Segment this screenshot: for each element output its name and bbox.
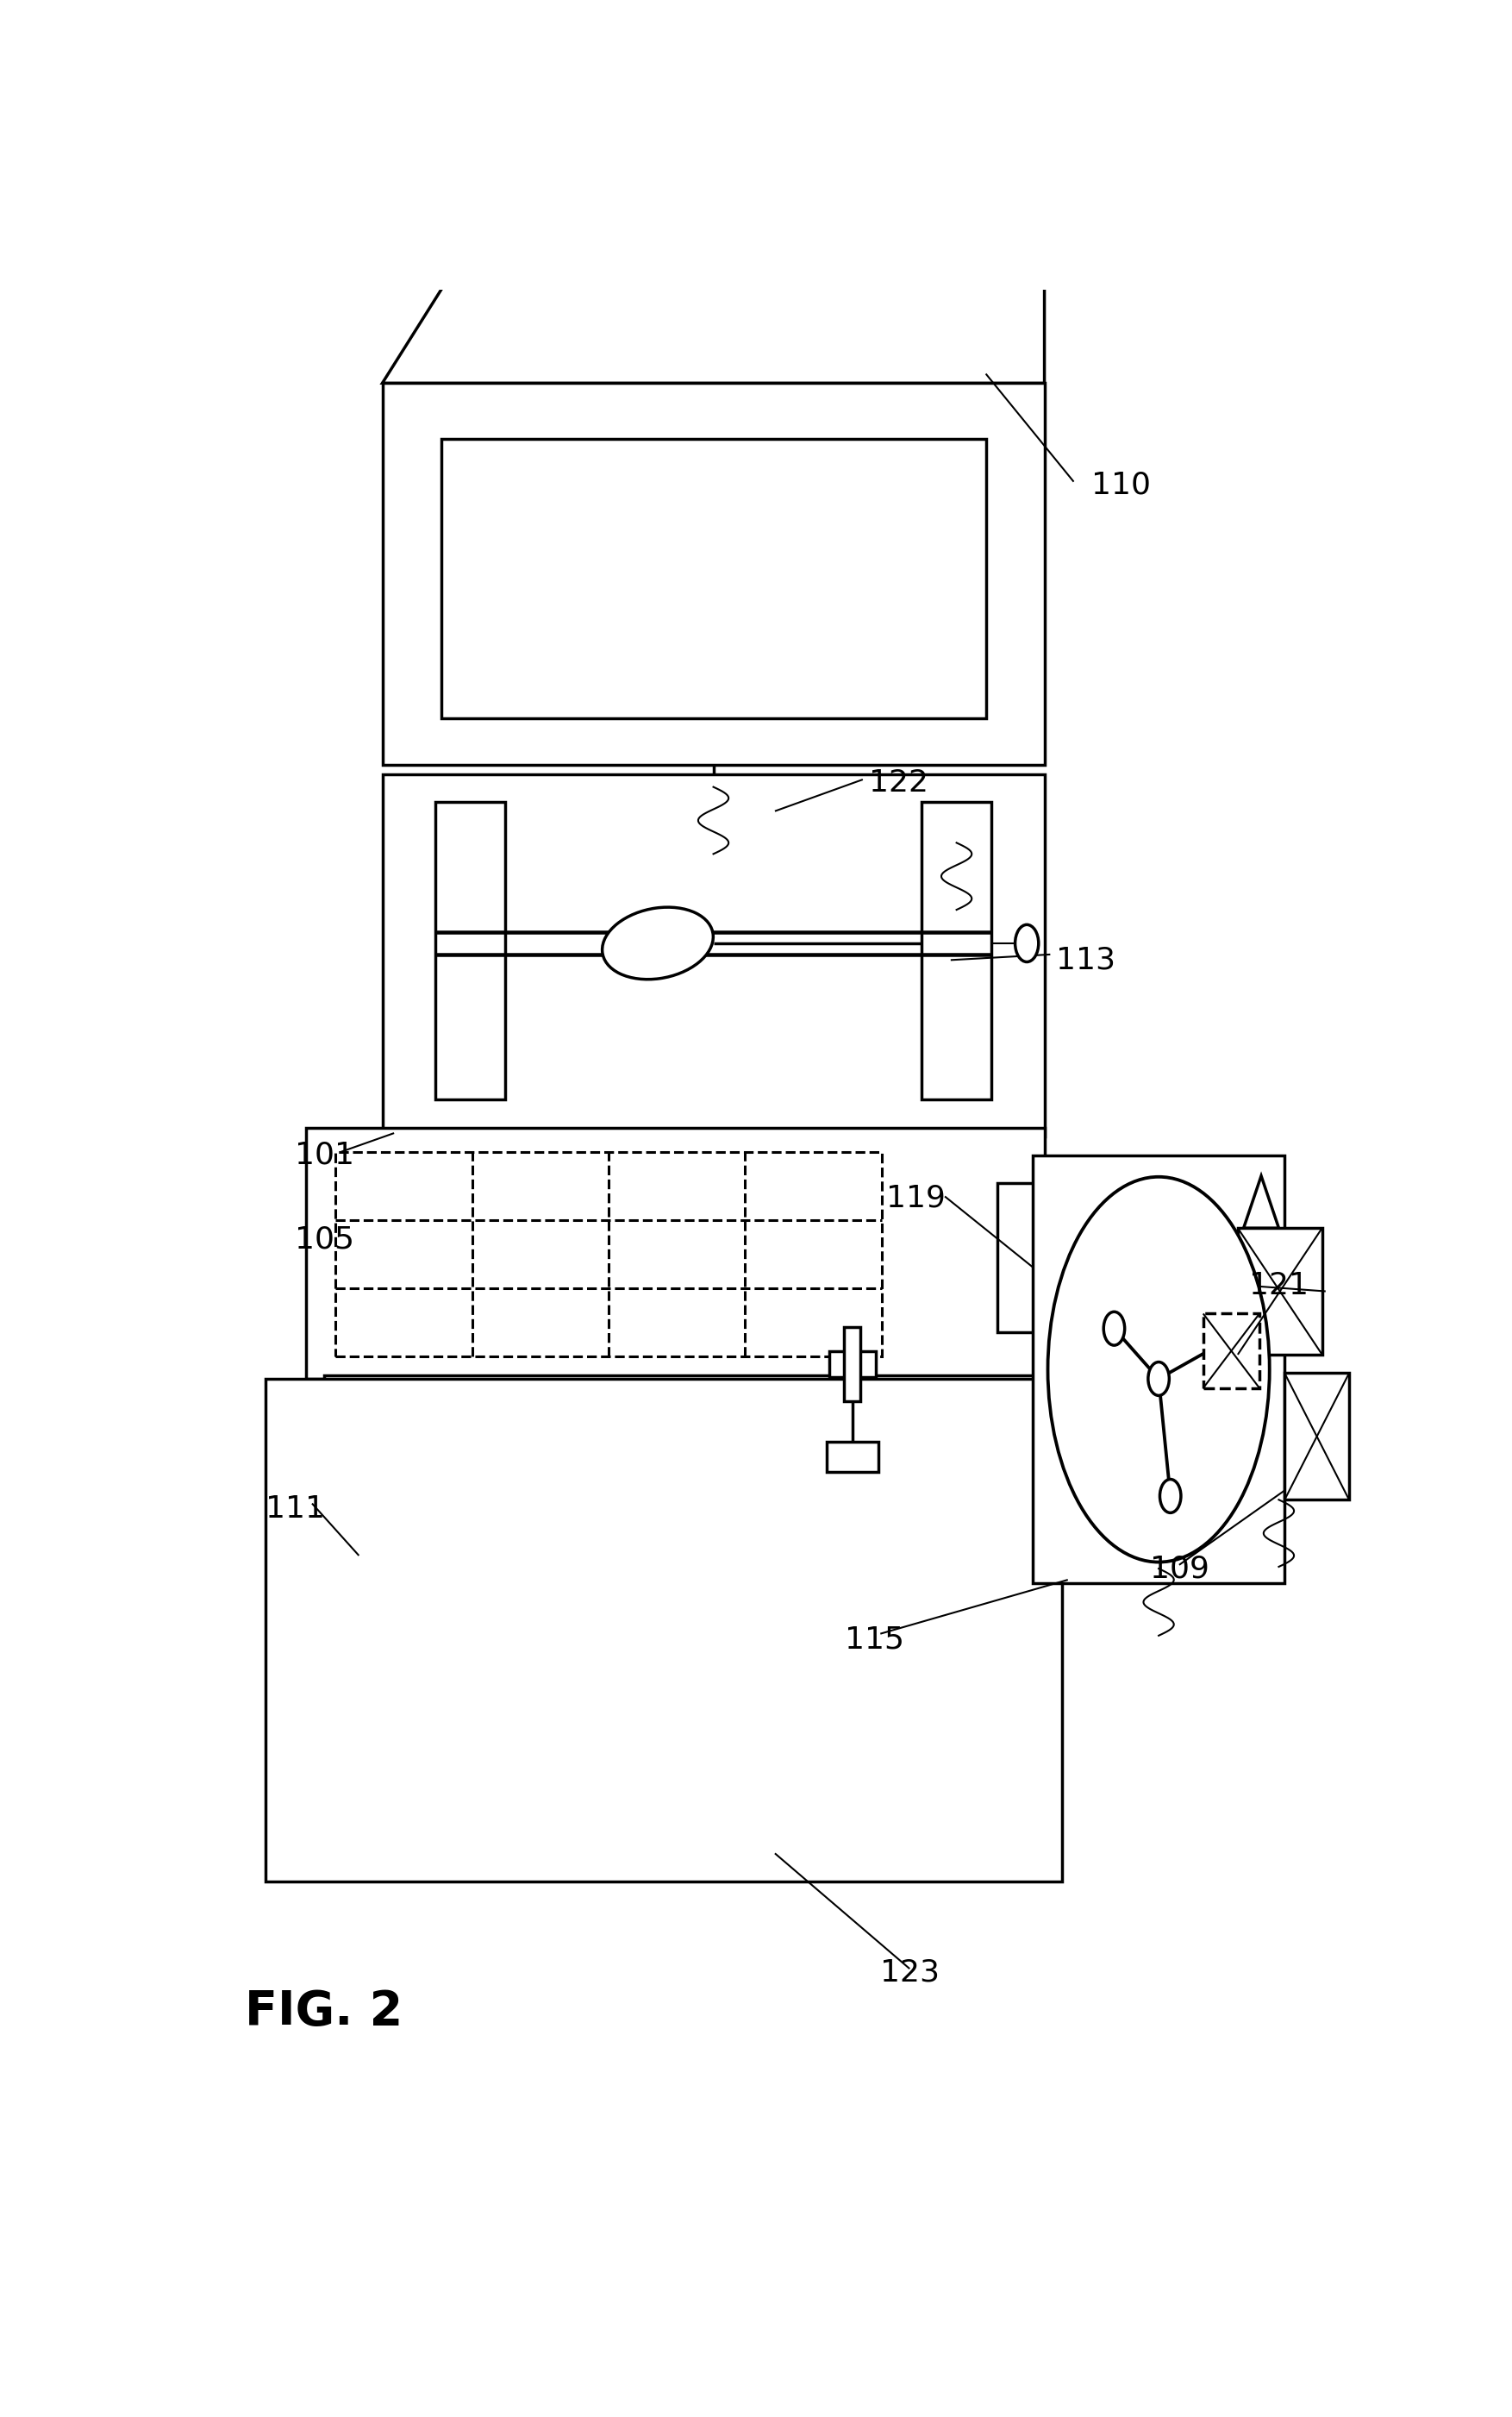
Circle shape [1148,1363,1169,1395]
Text: 105: 105 [295,1225,354,1254]
Bar [435,802,505,1100]
Text: 110: 110 [1092,471,1151,500]
Bar [844,1327,860,1402]
Bar [383,773,1045,1136]
Bar [829,1351,875,1378]
Bar [827,1443,878,1472]
Ellipse shape [602,906,714,979]
Text: 115: 115 [845,1624,904,1653]
Bar [1033,1155,1285,1583]
Bar [307,1126,1045,1378]
Ellipse shape [1048,1177,1270,1561]
Bar [1204,1315,1259,1387]
Polygon shape [1244,1177,1279,1228]
Circle shape [1104,1312,1125,1346]
Circle shape [1160,1479,1181,1513]
Bar [383,384,1045,764]
Text: 122: 122 [868,769,928,798]
Text: 101: 101 [295,1141,354,1170]
Bar [1285,1373,1349,1499]
Circle shape [1015,926,1039,962]
Text: 111: 111 [265,1494,325,1523]
Bar [442,440,986,718]
Bar [265,1378,1061,1880]
Bar [336,1153,881,1356]
Text: 123: 123 [880,1958,940,1987]
Bar [324,1375,1045,1426]
Polygon shape [383,244,1045,384]
Text: 121: 121 [1249,1271,1309,1300]
Bar [921,802,992,1100]
Text: 109: 109 [1151,1554,1210,1583]
Bar [998,1184,1086,1332]
Text: FIG. 2: FIG. 2 [245,1989,404,2035]
Bar [1238,1228,1321,1354]
Text: 113: 113 [1057,945,1116,974]
Text: 119: 119 [886,1184,945,1213]
